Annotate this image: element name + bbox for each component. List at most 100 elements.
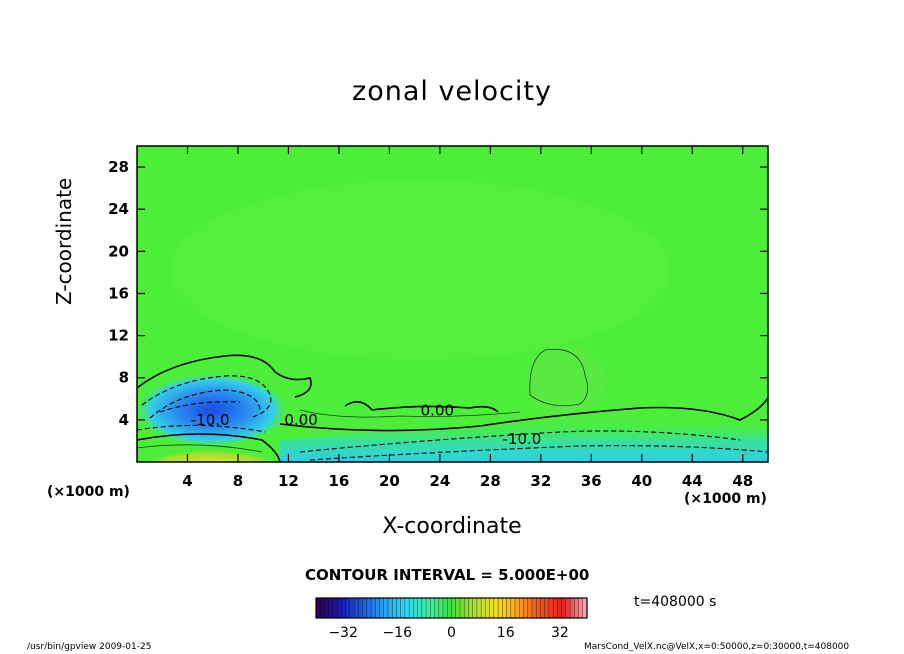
colorbar-cell <box>447 598 453 618</box>
x-tick-label: 32 <box>530 472 551 490</box>
y-axis-unit: (×1000 m) <box>47 484 130 500</box>
colorbar-cell <box>396 598 402 618</box>
colorbar-cell <box>371 598 376 618</box>
y-tick-label: 24 <box>108 200 129 218</box>
colorbar-cell <box>451 598 457 618</box>
colorbar: −32 −16 0 16 32 <box>315 597 588 641</box>
y-tick-label: 28 <box>108 158 129 176</box>
x-tick-label: 12 <box>278 472 299 490</box>
colorbar-cell <box>536 598 542 618</box>
colorbar-cell <box>324 598 330 618</box>
x-tick-label: 20 <box>379 472 400 490</box>
footer-right: MarsCond_VelX.nc@VelX,x=0:50000,z=0:3000… <box>584 642 850 652</box>
x-tick-label: 28 <box>480 472 501 490</box>
colorbar-cell <box>544 598 550 618</box>
colorbar-cell <box>502 598 508 618</box>
time-label: t=408000 s <box>634 594 717 610</box>
x-tick-label: 16 <box>328 472 349 490</box>
contour-labels: -10.0 0.00 0.00 -10.0 <box>191 402 542 448</box>
contour-label: -10.0 <box>191 411 230 429</box>
x-tick-label: 40 <box>631 472 652 490</box>
colorbar-cell <box>417 598 423 618</box>
colorbar-cell <box>379 598 385 618</box>
negative-bottom-band <box>280 417 768 462</box>
colorbar-cell <box>383 598 389 618</box>
colorbar-cell <box>510 598 516 618</box>
colorbar-cell <box>472 598 478 618</box>
colorbar-cell <box>358 598 364 618</box>
colorbar-cell <box>570 598 575 618</box>
colorbar-cell <box>409 598 414 618</box>
colorbar-cell <box>443 598 448 618</box>
colorbar-cell <box>316 598 321 618</box>
colorbar-cell <box>438 598 444 618</box>
colorbar-cell <box>464 598 470 618</box>
colorbar-cell <box>506 598 512 618</box>
colorbar-frame <box>315 597 588 619</box>
contour-lines-solid <box>137 354 768 462</box>
colorbar-tick-label: 32 <box>551 625 569 641</box>
colorbar-cell <box>332 598 338 618</box>
colorbar-cell <box>337 598 343 618</box>
y-tick-label: 12 <box>108 327 129 345</box>
colorbar-cell <box>531 598 537 618</box>
colorbar-cell <box>548 598 554 618</box>
x-axis-label: X-coordinate <box>0 514 904 539</box>
colorbar-cell <box>392 598 398 618</box>
colorbar-cell <box>430 598 436 618</box>
x-tick-label: 36 <box>581 472 602 490</box>
colorbar-cell <box>345 598 351 618</box>
plot-frame <box>136 145 769 463</box>
colorbar-cell <box>515 598 520 618</box>
y-tick-label: 4 <box>119 411 129 429</box>
colorbar-cell <box>349 598 355 618</box>
x-tick-label: 4 <box>182 472 192 490</box>
colorbar-cell <box>578 598 584 618</box>
contour-field <box>137 146 768 462</box>
colorbar-cell <box>540 598 546 618</box>
colorbar-cell <box>476 598 482 618</box>
y-tick-label: 16 <box>108 284 129 302</box>
colorbar-cell <box>468 598 474 618</box>
colorbar-tick-label: 0 <box>447 625 456 641</box>
negative-core <box>137 372 290 448</box>
colorbar-cell <box>320 598 326 618</box>
field-light-patch <box>525 345 605 415</box>
colorbar-cell <box>434 598 440 618</box>
contour-lines-thin <box>137 348 588 453</box>
colorbar-cell <box>574 598 580 618</box>
colorbar-cell <box>400 598 406 618</box>
colorbar-cell <box>565 598 571 618</box>
colorbar-cell <box>553 598 558 618</box>
x-tick-label: 24 <box>429 472 450 490</box>
colorbar-cell <box>375 598 381 618</box>
contour-interval-label: CONTOUR INTERVAL = 5.000E+00 <box>305 566 590 584</box>
y-tick-label: 20 <box>108 242 129 260</box>
footer-left: /usr/bin/gpview 2009-01-25 <box>27 642 152 652</box>
colorbar-tick-label: 16 <box>497 625 515 641</box>
colorbar-tick-label: −16 <box>383 625 413 641</box>
contour-lines-dashed <box>137 375 768 461</box>
colorbar-cell <box>489 598 495 618</box>
x-axis-unit: (×1000 m) <box>684 491 767 507</box>
colorbar-cell <box>582 598 588 618</box>
colorbar-cell <box>519 598 525 618</box>
colorbar-cell <box>354 598 359 618</box>
x-axis-ticks: 4 8 12 16 20 24 28 32 36 40 44 48 <box>182 146 753 490</box>
y-tick-label: 8 <box>119 369 129 387</box>
colorbar-cell <box>481 598 486 618</box>
colorbar-cell <box>557 598 563 618</box>
colorbar-cell <box>485 598 491 618</box>
colorbar-cell <box>426 598 431 618</box>
x-tick-label: 48 <box>732 472 753 490</box>
chart-title: zonal velocity <box>352 76 552 107</box>
colorbar-cell <box>498 598 503 618</box>
field-light-patch <box>170 180 670 360</box>
colorbar-cell <box>366 598 372 618</box>
contour-label: -10.0 <box>503 430 542 448</box>
colorbar-cell <box>493 598 499 618</box>
colorbar-cell <box>328 598 334 618</box>
colorbar-cell <box>523 598 529 618</box>
colorbar-cell <box>459 598 465 618</box>
